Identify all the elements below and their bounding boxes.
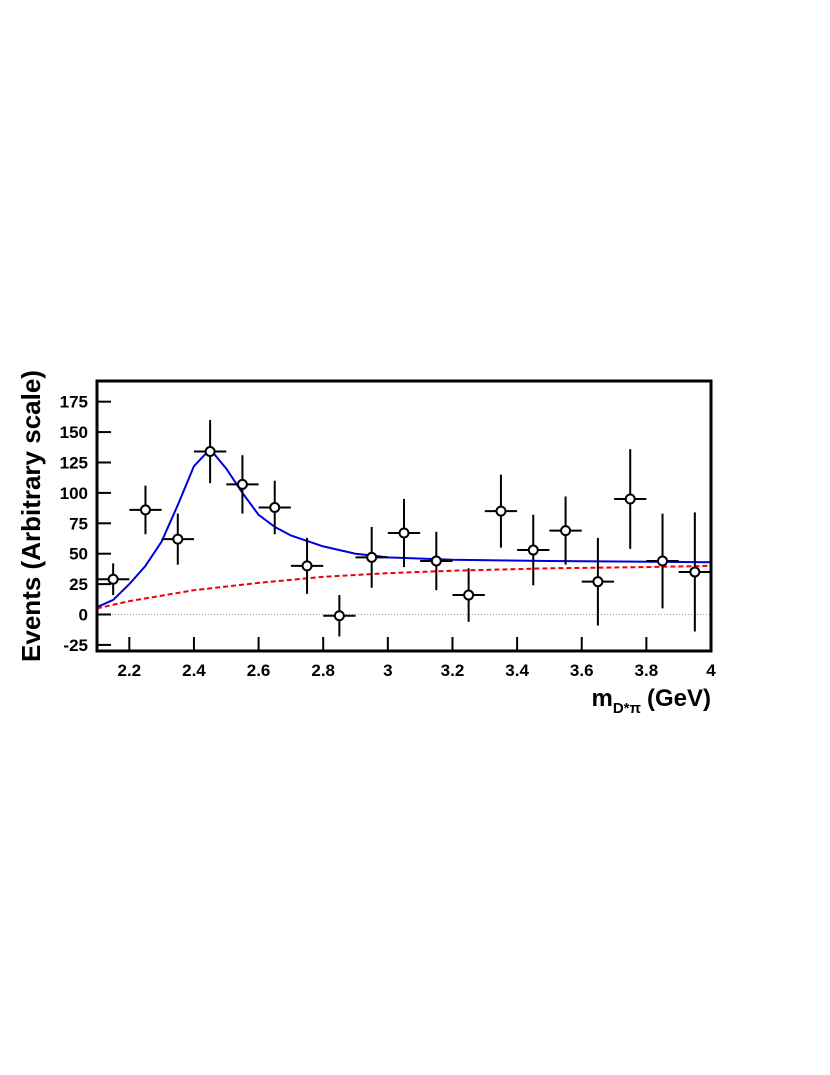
plot-frame xyxy=(95,379,713,653)
x-tick-label: 2.6 xyxy=(247,661,271,680)
x-label-subscript: D*π xyxy=(613,700,642,717)
data-point xyxy=(657,555,669,567)
x-label-main: m xyxy=(591,685,612,712)
data-point xyxy=(139,504,151,516)
x-tick-label: 3 xyxy=(383,661,392,680)
x-label-suffix: (GeV) xyxy=(647,685,711,712)
data-point xyxy=(398,527,410,539)
data-point xyxy=(495,505,507,517)
y-tick-label: 75 xyxy=(69,514,88,533)
data-point xyxy=(689,566,701,578)
data-point xyxy=(172,533,184,545)
data-point xyxy=(624,493,636,505)
data-point xyxy=(236,478,248,490)
data-point xyxy=(560,525,572,537)
y-tick-label: 50 xyxy=(69,545,88,564)
x-tick-label: 2.2 xyxy=(117,661,141,680)
x-tick-label: 3.4 xyxy=(505,661,529,680)
x-tick-label: 4 xyxy=(706,661,716,680)
x-tick-label: 3.6 xyxy=(570,661,594,680)
x-axis-label: mD*π (GeV) xyxy=(591,685,711,717)
data-point xyxy=(269,501,281,513)
y-tick-label: 0 xyxy=(79,606,88,625)
x-tick-label: 3.2 xyxy=(441,661,465,680)
data-point xyxy=(430,555,442,567)
y-tick-label: 175 xyxy=(60,393,88,412)
data-point xyxy=(366,551,378,563)
data-point xyxy=(333,610,345,622)
data-point xyxy=(463,589,475,601)
y-tick-label: -25 xyxy=(63,636,88,655)
x-tick-label: 2.8 xyxy=(311,661,335,680)
y-tick-label: 125 xyxy=(60,453,88,472)
y-tick-label: 25 xyxy=(69,575,88,594)
data-point xyxy=(204,446,216,458)
data-point xyxy=(527,544,539,556)
data-point xyxy=(592,576,604,588)
x-tick-label: 2.4 xyxy=(182,661,206,680)
data-point xyxy=(301,560,313,572)
data-point xyxy=(107,573,119,585)
y-tick-label: 150 xyxy=(60,423,88,442)
y-tick-label: 100 xyxy=(60,484,88,503)
fit-curve xyxy=(96,564,712,610)
y-axis-label: Events (Arbitrary scale) xyxy=(16,370,46,662)
x-tick-label: 3.8 xyxy=(635,661,659,680)
